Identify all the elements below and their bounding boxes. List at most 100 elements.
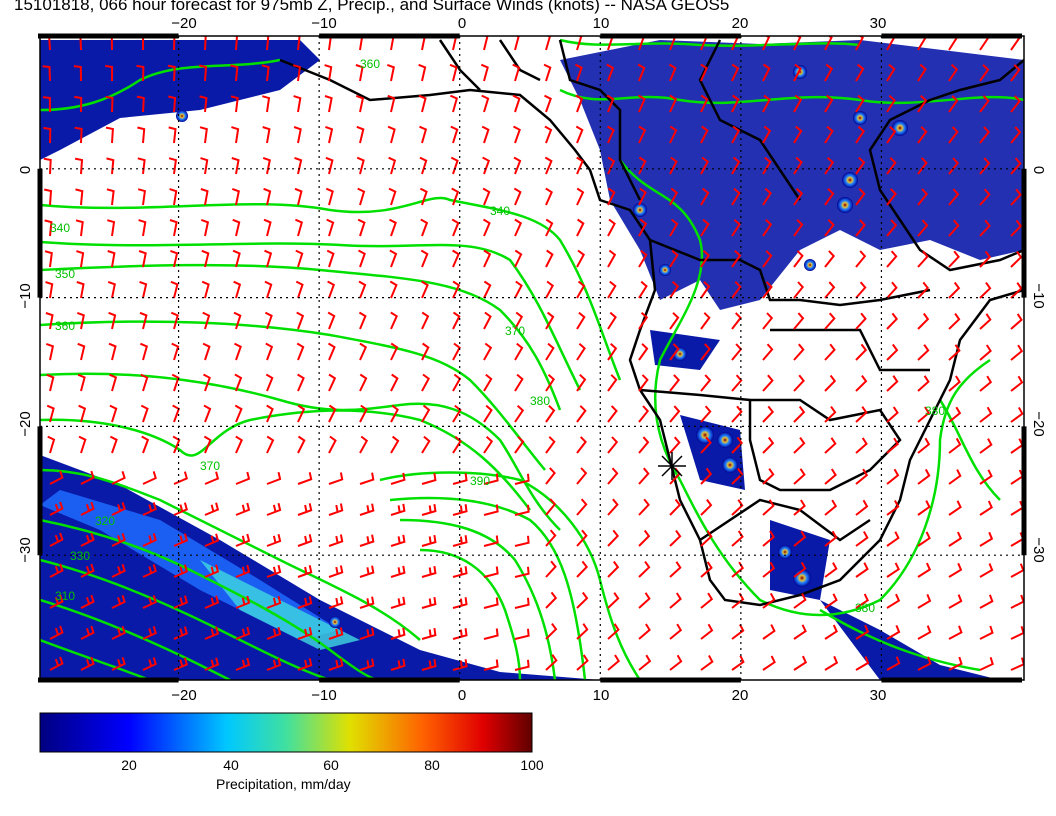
wind-barb xyxy=(669,125,678,144)
wind-barb xyxy=(359,534,375,547)
wind-barb xyxy=(576,436,587,454)
wind-barb xyxy=(855,156,866,175)
wind-barb xyxy=(669,436,681,454)
wind-barb xyxy=(235,626,251,640)
wind-barbs xyxy=(42,36,1024,671)
map-frame xyxy=(39,35,1025,681)
wind-barb xyxy=(328,534,344,547)
wind-barb xyxy=(297,435,306,454)
wind-barb xyxy=(886,343,899,361)
wind-barb xyxy=(1010,375,1024,392)
map-title: 15101818, 066 hour forecast for 975mb Z,… xyxy=(14,0,730,14)
wind-barb xyxy=(700,249,711,268)
wind-barb xyxy=(700,125,709,144)
wind-barb xyxy=(138,219,147,237)
wind-barb xyxy=(948,281,961,299)
wind-barb xyxy=(76,311,85,330)
wind-barb xyxy=(917,625,932,640)
wind-barb xyxy=(200,188,209,206)
wind-barb xyxy=(731,467,744,485)
wind-barb xyxy=(452,535,468,547)
wind-barb xyxy=(669,94,678,113)
wind-barb xyxy=(855,343,868,361)
wind-barb xyxy=(297,503,313,516)
wind-barb xyxy=(43,188,53,206)
wind-barb xyxy=(266,471,282,485)
lon-tick-top: −10 xyxy=(311,15,336,32)
wind-barb xyxy=(886,94,896,113)
wind-barb xyxy=(762,218,773,237)
contour-line xyxy=(399,518,557,680)
wind-barb xyxy=(886,468,900,485)
contour-line xyxy=(40,240,582,391)
wind-barb xyxy=(265,373,274,392)
wind-barb xyxy=(235,502,251,516)
wind-barb xyxy=(111,470,126,485)
wind-barb xyxy=(324,95,333,113)
wind-barb xyxy=(669,561,682,578)
contour-label: 380 xyxy=(925,404,945,418)
wind-barb xyxy=(545,560,557,578)
wind-barb xyxy=(421,373,430,392)
wind-barb xyxy=(637,94,646,113)
wind-barb xyxy=(481,94,490,113)
wind-barb xyxy=(420,249,429,268)
wind-barb xyxy=(80,563,95,578)
wind-barb xyxy=(265,342,274,361)
wind-barb xyxy=(855,94,865,113)
wind-barb xyxy=(576,467,588,485)
wind-barb xyxy=(77,373,86,392)
lat-tick-right: −20 xyxy=(1030,411,1047,436)
wind-barb xyxy=(638,249,648,268)
wind-barb xyxy=(979,313,992,330)
wind-barb xyxy=(793,36,802,51)
wind-barb xyxy=(198,64,208,82)
wind-barb xyxy=(979,188,991,206)
wind-barb xyxy=(948,500,962,516)
lon-tick-top: −20 xyxy=(171,15,196,32)
wind-barb xyxy=(262,126,271,144)
wind-barb xyxy=(669,343,680,361)
wind-barb xyxy=(762,592,776,609)
wind-barb xyxy=(42,96,51,113)
wind-barb xyxy=(979,531,994,547)
wind-barb xyxy=(793,530,807,547)
wind-barb xyxy=(700,312,711,330)
wind-barb xyxy=(545,404,556,423)
wind-barb xyxy=(855,656,870,671)
wind-barb xyxy=(390,503,406,516)
wind-barb xyxy=(575,94,584,113)
wind-barb xyxy=(669,249,679,268)
wind-barb xyxy=(266,533,282,547)
wind-barb xyxy=(234,404,243,423)
wind-barb xyxy=(824,125,834,144)
wind-barb xyxy=(514,597,530,609)
wind-barb xyxy=(76,250,85,268)
wind-barb xyxy=(386,63,395,82)
wind-barb xyxy=(167,64,176,82)
wind-barb xyxy=(142,595,157,609)
wind-barb xyxy=(421,404,431,423)
wind-barb xyxy=(328,565,344,578)
wind-barb xyxy=(545,187,553,206)
wind-barb xyxy=(638,405,650,423)
wind-barb xyxy=(452,659,468,671)
wind-barb xyxy=(111,532,126,547)
wind-barb xyxy=(669,280,680,299)
wind-barb xyxy=(1010,532,1024,547)
wind-barb xyxy=(948,375,961,392)
wind-barb xyxy=(948,437,962,454)
wind-barb xyxy=(824,63,834,82)
wind-barb xyxy=(544,125,553,144)
wind-barb xyxy=(388,156,397,175)
wind-barb xyxy=(607,467,619,485)
wind-barb xyxy=(824,281,836,299)
wind-barb xyxy=(606,63,615,82)
wind-barb xyxy=(49,563,64,578)
wind-barb xyxy=(917,126,928,144)
contour-line xyxy=(40,320,546,471)
wind-barb xyxy=(357,218,366,237)
wind-barb xyxy=(264,311,273,330)
wind-barb xyxy=(204,564,220,578)
wind-barb xyxy=(700,156,709,175)
